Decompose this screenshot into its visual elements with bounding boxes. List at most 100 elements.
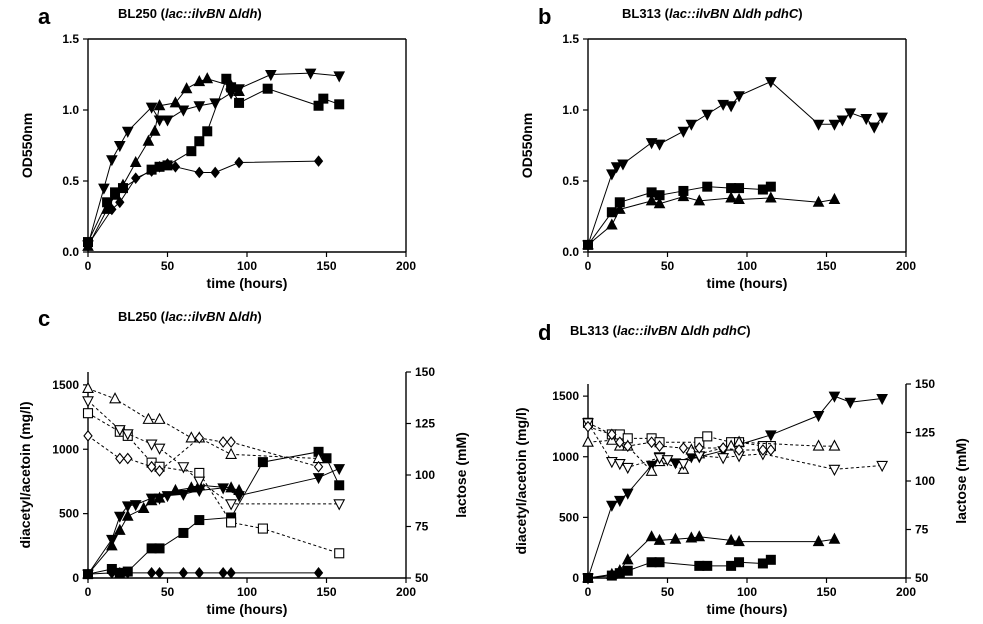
data-point: [685, 119, 698, 131]
data-point: [623, 440, 633, 452]
data-point: [645, 530, 658, 542]
data-point: [169, 483, 182, 495]
data-point: [218, 436, 228, 448]
y-tick-label: 0: [72, 571, 79, 585]
y-axis-label: diacetyl/acetoin (mg/l): [513, 407, 529, 554]
data-point: [812, 411, 825, 423]
data-point: [318, 93, 329, 104]
data-point: [153, 491, 166, 503]
y-axis-label: OD550nm: [519, 113, 535, 178]
data-point: [146, 460, 157, 473]
data-point: [876, 394, 888, 406]
data-point: [226, 436, 236, 448]
data-point: [153, 412, 166, 424]
panel-title: BL250 (lac::ilvBN Δldh): [118, 309, 262, 324]
data-point: [178, 527, 189, 538]
data-point: [313, 567, 324, 579]
y2-tick-label: 100: [415, 468, 435, 482]
data-point: [185, 431, 198, 443]
x-tick-label: 200: [896, 259, 916, 273]
data-point: [194, 432, 205, 444]
data-point: [225, 447, 238, 459]
data-point: [717, 453, 730, 465]
data-point: [202, 126, 213, 137]
data-point: [83, 568, 93, 580]
series-7: [83, 429, 324, 477]
data-point: [117, 183, 128, 194]
data-point: [321, 453, 332, 464]
series-4: [82, 381, 325, 464]
y2-tick-label: 50: [915, 571, 929, 585]
data-point: [702, 181, 713, 192]
data-point: [142, 134, 155, 146]
data-point: [201, 72, 214, 84]
x-tick-label: 50: [161, 585, 175, 599]
data-point: [677, 458, 690, 471]
data-point: [725, 101, 737, 113]
data-point: [194, 136, 205, 147]
data-point: [170, 160, 181, 173]
data-point: [844, 108, 857, 120]
data-point: [607, 428, 617, 441]
data-point: [333, 464, 346, 476]
data-point: [177, 105, 190, 117]
data-point: [645, 464, 658, 476]
data-point: [702, 431, 713, 442]
y-tick-label: 500: [559, 510, 579, 524]
data-point: [733, 192, 745, 204]
data-point: [109, 392, 121, 404]
y2-tick-label: 75: [415, 520, 429, 534]
x-tick-label: 0: [585, 259, 592, 273]
data-point: [82, 408, 94, 419]
data-point: [734, 557, 745, 568]
data-point: [734, 444, 744, 456]
data-point: [622, 565, 633, 576]
y-tick-label: 1.5: [562, 32, 579, 46]
data-point: [653, 197, 666, 209]
data-point: [828, 192, 841, 204]
data-point: [645, 138, 658, 150]
data-point: [193, 101, 206, 113]
series-0: [582, 391, 888, 585]
data-point: [106, 539, 118, 551]
data-point: [606, 218, 618, 230]
y2-tick-label: 150: [415, 365, 435, 379]
data-point: [115, 567, 125, 579]
data-point: [718, 442, 728, 454]
data-point: [876, 112, 888, 124]
data-point: [621, 488, 634, 500]
data-point: [677, 126, 690, 138]
data-point: [113, 511, 126, 523]
x-tick-label: 100: [737, 259, 757, 273]
series-line: [87, 400, 340, 505]
series-1: [583, 181, 776, 250]
data-point: [225, 499, 238, 511]
data-point: [83, 239, 93, 251]
series-3: [83, 567, 324, 580]
data-point: [154, 543, 165, 554]
x-tick-label: 0: [585, 585, 592, 599]
data-point: [121, 501, 134, 513]
data-point: [153, 443, 166, 455]
data-point: [701, 109, 714, 121]
data-point: [333, 71, 346, 83]
data-point: [621, 462, 634, 475]
data-point: [610, 162, 623, 174]
series-line: [87, 72, 340, 246]
data-point: [210, 166, 220, 179]
data-point: [233, 84, 245, 97]
x-axis-label: time (hours): [207, 275, 288, 291]
series-2: [583, 554, 776, 583]
data-point: [262, 83, 273, 94]
data-point: [693, 194, 706, 206]
data-point: [113, 523, 126, 535]
data-point: [312, 473, 325, 485]
panel-letter: b: [538, 4, 551, 29]
y2-tick-label: 125: [415, 417, 435, 431]
data-point: [142, 412, 155, 424]
data-point: [828, 119, 841, 131]
data-point: [82, 396, 94, 408]
x-tick-label: 100: [737, 585, 757, 599]
series-line: [87, 388, 319, 460]
data-point: [83, 429, 93, 442]
